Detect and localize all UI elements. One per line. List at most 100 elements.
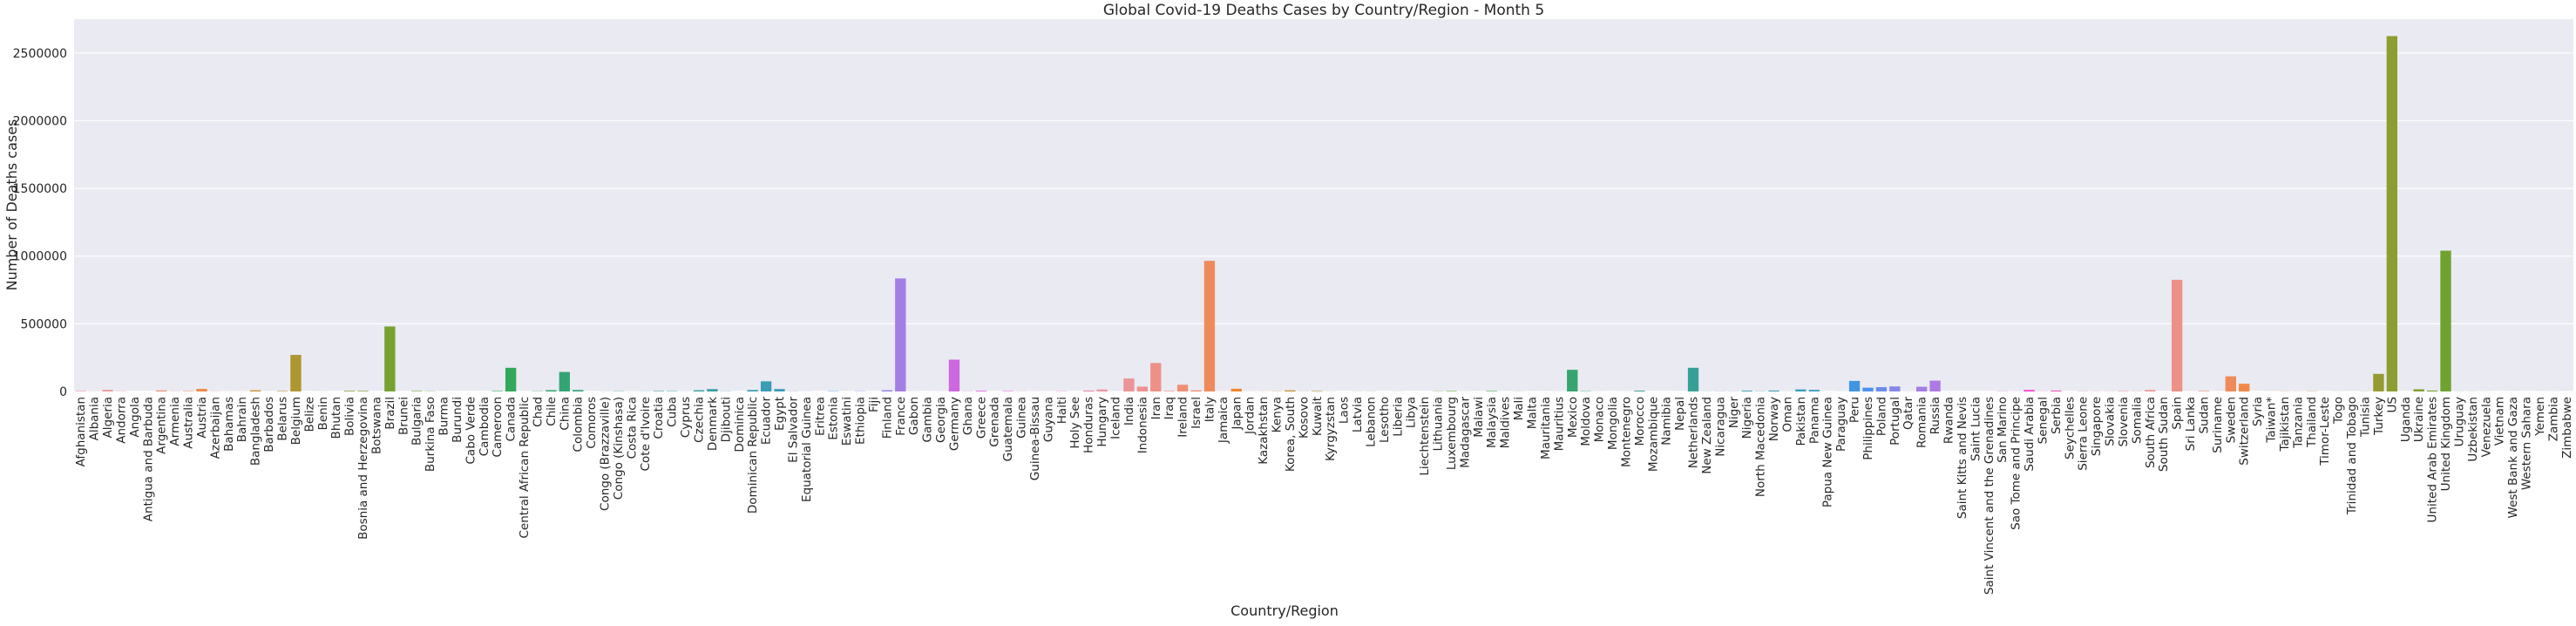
x-tick-label: Nepal bbox=[1673, 397, 1687, 431]
x-tick-label: Bolivia bbox=[343, 397, 357, 436]
x-tick-label: United Arab Emirates bbox=[2426, 397, 2440, 522]
x-tick-label: Eritrea bbox=[813, 397, 827, 436]
x-tick-label: Moldova bbox=[1579, 397, 1593, 446]
x-tick-label: Nigeria bbox=[1740, 397, 1754, 439]
bar bbox=[1230, 388, 1242, 391]
x-tick-label: Senegal bbox=[2036, 397, 2050, 444]
bar bbox=[2145, 390, 2156, 391]
x-tick-label: United Kingdom bbox=[2439, 397, 2453, 491]
bar bbox=[1795, 389, 1807, 391]
x-tick-label: Guinea-Bissau bbox=[1028, 397, 1042, 480]
y-tick-label: 1000000 bbox=[13, 250, 67, 264]
bar bbox=[196, 389, 207, 391]
bar bbox=[707, 389, 718, 391]
x-tick-label: Luxembourg bbox=[1445, 397, 1459, 470]
x-tick-label: Germany bbox=[947, 397, 961, 451]
x-tick-label: Brunei bbox=[397, 397, 410, 435]
x-tick-label: Pakistan bbox=[1794, 397, 1808, 446]
bar bbox=[760, 381, 772, 391]
x-tick-label: Mozambique bbox=[1646, 397, 1660, 472]
bar bbox=[1123, 378, 1135, 391]
bar bbox=[2171, 279, 2183, 391]
x-tick-label: Guyana bbox=[1041, 397, 1055, 442]
bar bbox=[1176, 384, 1189, 391]
x-tick-label: Romania bbox=[1915, 397, 1929, 448]
bars bbox=[75, 36, 2573, 392]
x-tick-label: Lebanon bbox=[1364, 397, 1378, 447]
bar bbox=[747, 390, 758, 391]
x-tick-label: Austria bbox=[195, 397, 209, 439]
bar bbox=[2440, 250, 2451, 391]
x-tick-label: Dominican Republic bbox=[746, 397, 760, 514]
x-tick-label: Montenegro bbox=[1619, 397, 1633, 467]
x-tick-label: Argentina bbox=[155, 397, 169, 454]
y-tick-label: 500000 bbox=[21, 317, 67, 331]
x-tick-label: South Sudan bbox=[2157, 397, 2171, 472]
x-tick-label: Hungary bbox=[1095, 397, 1109, 447]
x-tick-label: Azerbaijan bbox=[208, 397, 222, 459]
bar bbox=[559, 371, 570, 391]
x-tick-label: San Marino bbox=[1996, 397, 2010, 463]
x-tick-label: Slovenia bbox=[2117, 397, 2131, 446]
x-tick-label: North Macedonia bbox=[1754, 397, 1768, 497]
x-tick-label: Grenada bbox=[988, 397, 1002, 447]
bar bbox=[1848, 380, 1861, 391]
y-tick-label: 2500000 bbox=[13, 47, 67, 61]
x-tick-label: Ethiopia bbox=[854, 397, 868, 445]
x-tick-label: Congo (Kinshasa) bbox=[612, 397, 626, 500]
x-tick-label: Australia bbox=[182, 397, 196, 449]
x-tick-label: Western Sahara bbox=[2520, 397, 2534, 490]
x-tick-label: Yemen bbox=[2533, 397, 2547, 437]
x-tick-label: Switzerland bbox=[2238, 397, 2252, 466]
x-tick-label: Belgium bbox=[289, 397, 303, 445]
y-axis-label: Number of Deaths cases bbox=[3, 119, 20, 291]
x-tick-label: Guatemala bbox=[1001, 397, 1015, 461]
bar bbox=[1862, 387, 1874, 391]
x-tick-label: Antigua and Barbuda bbox=[141, 397, 155, 521]
x-tick-label: Rwanda bbox=[1942, 397, 1956, 444]
x-tick-label: Slovakia bbox=[2104, 397, 2118, 446]
x-tick-label: Eswatini bbox=[840, 397, 854, 446]
x-tick-label: Egypt bbox=[773, 397, 787, 431]
x-tick-label: Indonesia bbox=[1135, 397, 1149, 453]
x-tick-label: Russia bbox=[1929, 397, 1942, 434]
x-tick-label: Syria bbox=[2251, 397, 2265, 426]
x-tick-label: Uzbekistan bbox=[2466, 397, 2480, 462]
x-tick-label: Venezuela bbox=[2479, 397, 2493, 457]
x-tick-label: Kosovo bbox=[1297, 397, 1311, 439]
x-axis-label: Country/Region bbox=[1230, 602, 1339, 619]
x-tick-label: Brazil bbox=[383, 397, 397, 430]
x-tick-label: Iran bbox=[1149, 397, 1163, 419]
x-tick-label: Bangladesh bbox=[249, 397, 263, 466]
x-tick-label: France bbox=[894, 397, 908, 436]
x-tick-label: Andorra bbox=[114, 397, 128, 444]
x-tick-label: Libya bbox=[1405, 397, 1419, 428]
x-tick-label: Haiti bbox=[1055, 397, 1069, 424]
bar bbox=[948, 359, 960, 391]
x-tick-label: Ukraine bbox=[2412, 397, 2426, 442]
x-tick-label: Fiji bbox=[867, 397, 881, 412]
bar bbox=[384, 326, 396, 391]
x-tick-label: Malawi bbox=[1472, 397, 1486, 438]
x-tick-label: China bbox=[558, 397, 572, 431]
chart-title: Global Covid-19 Deaths Cases by Country/… bbox=[1103, 2, 1544, 19]
x-tick-label: Saint Lucia bbox=[1969, 397, 1983, 461]
x-tick-label: Cuba bbox=[666, 397, 680, 427]
x-tick-labels: Afghanistan Albania Algeria Andorra Angola An… bbox=[74, 397, 2574, 595]
x-tick-label: Madagascar bbox=[1458, 397, 1472, 468]
bar bbox=[1915, 386, 1928, 391]
bar bbox=[1687, 367, 1699, 391]
x-tick-label: Tanzania bbox=[2291, 397, 2305, 449]
x-tick-label: Lesotho bbox=[1378, 397, 1392, 443]
bar bbox=[1567, 370, 1578, 391]
x-tick-label: Vietnam bbox=[2493, 397, 2507, 446]
x-tick-label: Mali bbox=[1512, 397, 1526, 420]
x-tick-label: Bhutan bbox=[329, 397, 343, 439]
x-tick-label: Malaysia bbox=[1485, 397, 1499, 448]
x-tick-label: Holy See bbox=[1068, 397, 1082, 449]
x-tick-label: Central African Republic bbox=[518, 397, 532, 539]
x-tick-label: Mauritius bbox=[1552, 397, 1566, 451]
x-tick-label: Bosnia and Herzegovina bbox=[356, 397, 370, 540]
x-tick-label: Sudan bbox=[2197, 397, 2211, 434]
